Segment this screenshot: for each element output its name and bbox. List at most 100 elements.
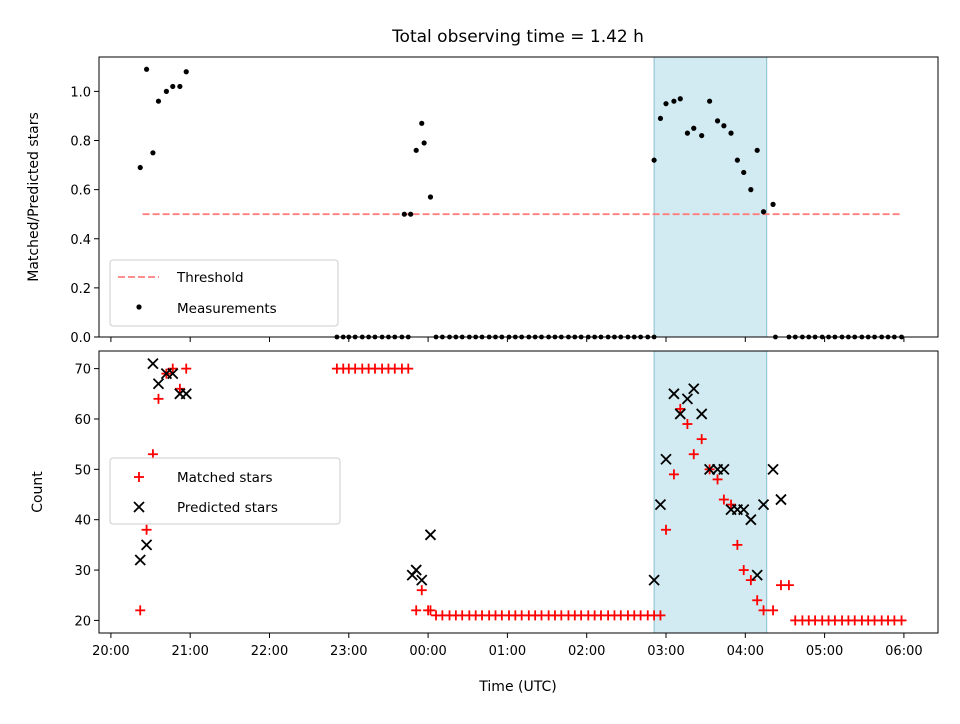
x-tick-label: 04:00	[727, 644, 764, 659]
top-panel: 0.0 0.2 0.4 0.6 0.8 1.0 Matched/Predicted sta…	[26, 56, 939, 346]
y-tick-label: 0.0	[70, 331, 91, 346]
measurement-point	[177, 83, 183, 90]
bottom-x-ticks: 20:00 21:00 22:00 23:00 00:00 01:00 02:00 03:00…	[92, 633, 923, 659]
matched-star-point	[768, 605, 779, 616]
measurement-point	[183, 69, 189, 75]
matched-star-point	[712, 474, 723, 485]
x-tick-label: 01:00	[489, 644, 526, 659]
matched-star-point	[738, 565, 749, 576]
bottom-legend-box	[109, 457, 341, 525]
matched-star-point	[896, 615, 907, 626]
bottom-y-axis-label: Count	[30, 471, 46, 513]
matched-star-point	[745, 575, 756, 586]
matched-star-point	[135, 605, 146, 616]
measurement-point	[721, 123, 727, 129]
legend-threshold-label: Threshold	[176, 270, 244, 286]
matched-star-point	[141, 524, 152, 535]
measurement-point	[728, 130, 734, 136]
measurement-point	[748, 187, 754, 193]
matched-star-point	[688, 449, 699, 460]
top-legend-box	[109, 259, 339, 327]
matched-star-point	[668, 469, 679, 480]
x-tick-label: 23:00	[330, 644, 367, 659]
top-x-ticks	[110, 337, 905, 342]
top-y-ticks: 0.0 0.2 0.4 0.6 0.8 1.0	[70, 85, 99, 346]
measurement-point	[677, 96, 683, 102]
matched-star-point	[696, 434, 707, 445]
matched-star-point	[726, 499, 737, 510]
matched-star-point	[181, 363, 192, 374]
legend-predicted-label: Predicted stars	[177, 500, 278, 516]
measurement-point	[651, 157, 657, 163]
measurement-point	[741, 169, 747, 176]
measurement-point	[770, 201, 776, 207]
matched-star-point	[675, 403, 686, 414]
matched-star-point	[403, 363, 414, 374]
bottom-panel: 20 30 40 50 60 70 20:00 21:00 22:00 23:00 00:00 01…	[30, 350, 939, 695]
bottom-shaded-region	[653, 350, 768, 634]
measurement-point	[150, 150, 156, 156]
predicted-star-point	[416, 574, 428, 586]
measurement-point	[657, 115, 664, 122]
measurement-point	[754, 147, 760, 153]
matched-star-point	[758, 605, 769, 616]
predicted-star-point	[696, 408, 708, 420]
y-tick-label: 20	[74, 614, 91, 629]
y-tick-label: 0.6	[70, 184, 91, 199]
measurement-point	[714, 118, 721, 124]
predicted-star-point	[751, 569, 763, 581]
x-tick-label: 00:00	[409, 644, 446, 659]
measurement-point	[401, 211, 407, 217]
y-tick-label: 50	[74, 463, 91, 478]
y-tick-label: 0.4	[70, 233, 91, 248]
matched-star-point	[718, 494, 729, 505]
measurement-point	[137, 164, 143, 171]
chart-title: Total observing time = 1.42 h	[391, 27, 644, 47]
x-tick-label: 03:00	[647, 644, 684, 659]
predicted-star-point	[738, 503, 750, 516]
predicted-star-point	[140, 539, 153, 551]
top-legend: Threshold Measurements	[109, 259, 339, 327]
matched-star-point	[660, 524, 671, 535]
measurement-point	[671, 98, 677, 104]
predicted-star-point	[688, 383, 700, 395]
measurement-point	[707, 98, 713, 104]
measurement-point	[421, 140, 427, 146]
bottom-plot-area	[134, 357, 907, 626]
x-tick-label: 02:00	[568, 644, 605, 659]
y-tick-label: 70	[74, 363, 91, 378]
legend-measurements-swatch	[136, 304, 142, 310]
measurement-point	[170, 83, 176, 90]
matched-star-point	[174, 383, 185, 394]
matched-star-point	[425, 605, 436, 616]
bottom-legend: Matched stars Predicted stars	[109, 457, 341, 525]
legend-matched-label: Matched stars	[177, 470, 273, 486]
measurement-point	[760, 209, 767, 215]
predicted-star-point	[718, 463, 730, 475]
predicted-star-point	[180, 388, 192, 400]
predicted-star-point	[775, 493, 787, 506]
x-tick-label: 06:00	[885, 644, 922, 659]
measurement-point	[734, 157, 740, 163]
legend-measurements-label: Measurements	[177, 301, 277, 317]
legend-matched-swatch	[134, 472, 144, 482]
matched-star-point	[416, 585, 427, 596]
measurement-point	[163, 88, 170, 94]
x-tick-label: 21:00	[171, 644, 208, 659]
predicted-star-point	[745, 514, 757, 526]
matched-star-point	[153, 393, 164, 404]
matched-star-point	[783, 580, 794, 591]
y-tick-label: 30	[74, 564, 91, 579]
matched-star-point	[167, 363, 178, 374]
y-tick-label: 40	[74, 514, 91, 529]
top-axes-frame	[98, 56, 939, 338]
predicted-star-point	[410, 564, 422, 576]
x-axis-label: Time (UTC)	[478, 679, 556, 695]
y-tick-label: 0.8	[70, 135, 91, 150]
measurement-point	[419, 120, 425, 126]
y-tick-label: 0.2	[70, 282, 91, 297]
x-tick-label: 20:00	[92, 644, 129, 659]
predicted-star-point	[674, 408, 686, 420]
